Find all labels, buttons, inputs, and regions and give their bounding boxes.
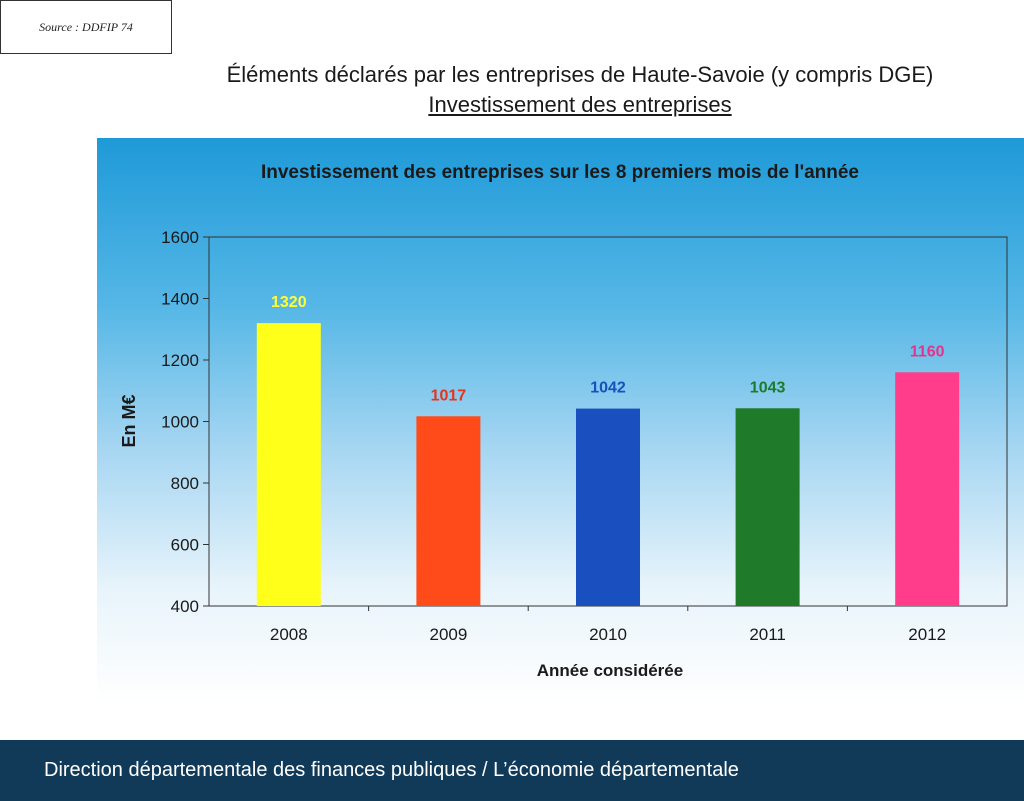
y-tick-label: 400 — [171, 597, 199, 616]
x-tick-label: 2009 — [429, 625, 467, 644]
x-tick-label: 2008 — [270, 625, 308, 644]
y-tick-label: 1400 — [161, 290, 199, 309]
x-tick-label: 2010 — [589, 625, 627, 644]
source-label: Source : DDFIP 74 — [39, 19, 133, 34]
source-box: Source : DDFIP 74 — [0, 0, 172, 54]
y-axis-label: En M€ — [119, 394, 139, 447]
page-subtitle-text: Investissement des entreprises — [428, 92, 732, 117]
bar — [735, 408, 800, 606]
data-label: 1320 — [271, 294, 307, 311]
data-label: 1160 — [910, 343, 945, 360]
y-tick-label: 1600 — [161, 228, 199, 247]
bar — [895, 372, 960, 606]
y-tick-label: 1200 — [161, 351, 199, 370]
y-tick-label: 800 — [171, 474, 199, 493]
footer-text: Direction départementale des finances pu… — [44, 759, 739, 781]
data-label: 1042 — [590, 380, 626, 397]
x-tick-label: 2012 — [908, 625, 946, 644]
page-subtitle: Investissement des entreprises — [140, 92, 1020, 118]
bar-chart: Investissement des entreprises sur les 8… — [119, 162, 1008, 680]
bar — [576, 408, 640, 606]
y-tick-label: 600 — [171, 536, 199, 555]
bar — [256, 323, 321, 606]
x-tick-label: 2011 — [749, 625, 786, 644]
chart-title: Investissement des entreprises sur les 8… — [261, 162, 859, 183]
footer-bar: Direction départementale des finances pu… — [0, 740, 1024, 801]
y-tick-label: 1000 — [161, 413, 199, 432]
page-title: Éléments déclarés par les entreprises de… — [226, 62, 934, 87]
chart-panel: Investissement des entreprises sur les 8… — [97, 138, 1024, 703]
bar — [416, 416, 481, 606]
x-axis-label: Année considérée — [537, 661, 683, 680]
data-label: 1043 — [750, 379, 786, 396]
data-label: 1017 — [431, 387, 467, 404]
